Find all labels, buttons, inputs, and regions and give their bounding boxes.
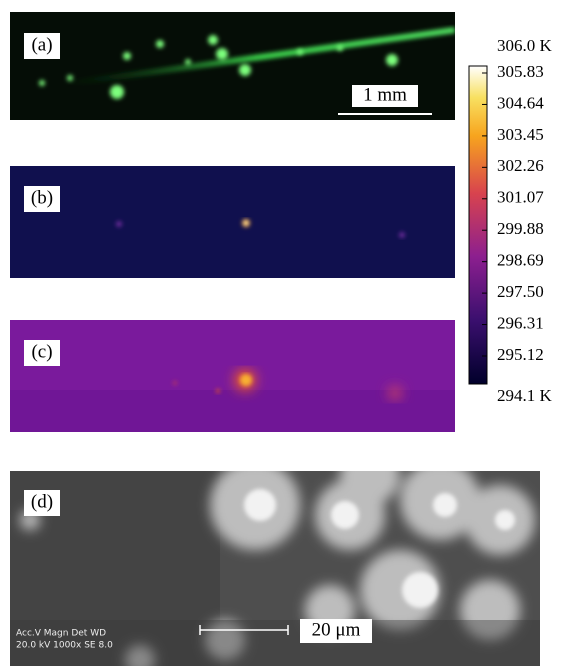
panel-label: (c) (31, 341, 52, 362)
scale-bar-label: 1 mm (363, 84, 407, 105)
scale-bar-label: 20 μm (312, 619, 361, 640)
colorbar-tick-label: 297.50 (497, 282, 544, 301)
panel-label: (d) (31, 491, 53, 512)
colorbar-tick-label: 302.26 (497, 156, 544, 175)
colorbar-max-label: 306.0 K (497, 36, 553, 55)
panel-d-image: Acc.V Magn Det WD 20.0 kV 1000x SE 8.0 2… (10, 445, 540, 666)
colorbar-tick-label: 295.12 (497, 345, 544, 364)
colorbar-tick-label: 304.64 (497, 93, 544, 112)
panel-b-image (10, 166, 455, 278)
panel-label: (b) (31, 187, 53, 208)
page: 1 mm (a) (b) (c) 306.0 K 294.1 K 305.83 3… (0, 0, 580, 671)
colorbar-tick-label: 301.07 (497, 188, 544, 207)
sem-info-header: Acc.V Magn Det WD (16, 629, 106, 639)
figure: 1 mm (a) (b) (c) 306.0 K 294.1 K 305.83 3… (0, 0, 580, 666)
colorbar (469, 66, 487, 384)
colorbar-tick-label: 303.45 (497, 125, 544, 144)
sem-info-values: 20.0 kV 1000x SE 8.0 (16, 641, 113, 651)
panel-a-image: 1 mm (10, 12, 455, 120)
colorbar-tick-label: 305.83 (497, 62, 544, 81)
panel-label: (a) (31, 34, 52, 55)
colorbar-tick-label: 299.88 (497, 219, 544, 238)
colorbar-tick-label: 298.69 (497, 251, 544, 270)
colorbar-min-label: 294.1 K (497, 386, 553, 405)
colorbar-tick-label: 296.31 (497, 313, 544, 332)
